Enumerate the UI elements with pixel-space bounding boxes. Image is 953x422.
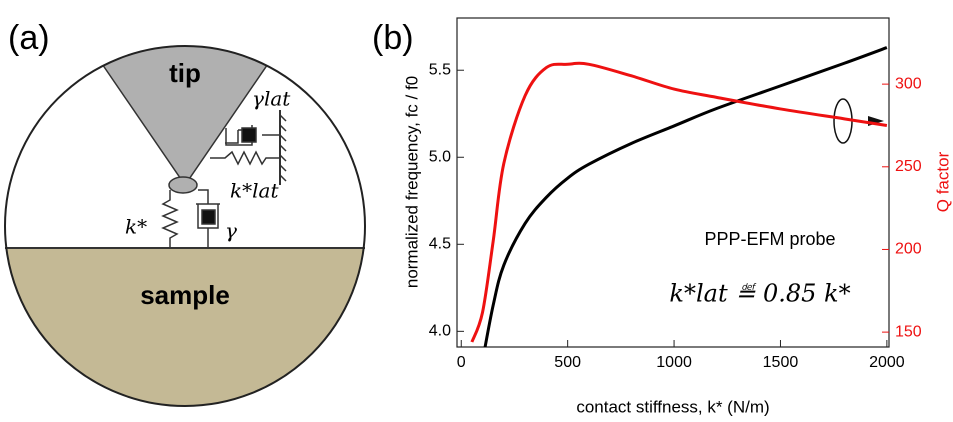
annotation: PPP-EFM probe (704, 229, 835, 249)
x-tick-label: 500 (554, 354, 581, 371)
y-tick-label: 5.0 (429, 148, 451, 165)
plot-frame (456, 17, 890, 348)
y2-tick-label: 250 (895, 158, 922, 175)
tip-apex (168, 176, 198, 194)
y2-tick-label: 300 (895, 75, 922, 92)
x-tick-label: 1500 (763, 354, 799, 371)
springs (161, 110, 287, 248)
x-tick-label: 1000 (656, 354, 692, 371)
x-axis-label: contact stiffness, k* (N/m) (576, 397, 769, 416)
plot-area (470, 46, 888, 347)
y-tick-label: 5.5 (429, 61, 451, 78)
series-line (483, 46, 888, 347)
y2-tick-label: 150 (895, 323, 922, 340)
x-tick-label: 0 (457, 354, 466, 371)
gamma-lat-label: γlat (252, 87, 291, 111)
y2-axis-label: Q factor (933, 151, 952, 212)
panel-label: (b) (372, 19, 414, 57)
x-tick-label: 2000 (869, 354, 905, 371)
y-axis-label: normalized frequency, fc / f0 (402, 76, 421, 288)
y-tick-label: 4.5 (429, 236, 451, 253)
panel-label: (a) (8, 19, 50, 57)
series-line (470, 61, 888, 343)
y2-tick-label: 200 (895, 241, 922, 258)
circle-outline (4, 45, 366, 407)
annotation: k*lat ≝ 0.85 k* (669, 280, 850, 308)
tip-label: tip (169, 58, 201, 88)
y-tick-label: 4.0 (429, 323, 451, 340)
gamma-label: γ (225, 219, 237, 243)
sample-label: sample (140, 280, 230, 310)
k-lat-label: k*lat (230, 179, 279, 203)
k-label: k* (125, 215, 147, 239)
sample-region (5, 248, 365, 406)
